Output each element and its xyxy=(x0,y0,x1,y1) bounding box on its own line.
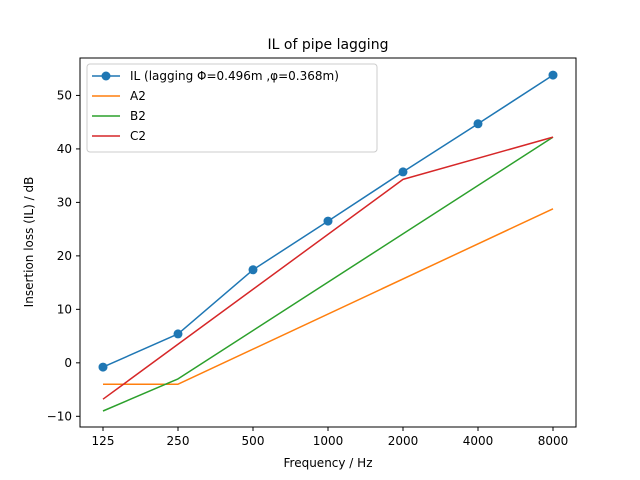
legend-label: A2 xyxy=(130,89,146,103)
legend-marker xyxy=(101,71,111,81)
chart-title: IL of pipe lagging xyxy=(268,37,389,53)
x-tick-label: 8000 xyxy=(538,434,569,448)
data-point xyxy=(98,362,108,372)
data-point xyxy=(323,216,333,226)
legend-box xyxy=(86,63,378,153)
legend-label: C2 xyxy=(130,129,146,143)
x-tick-label: 4000 xyxy=(463,434,494,448)
data-point xyxy=(173,329,183,339)
y-tick-label: 30 xyxy=(57,195,72,209)
x-tick-label: 250 xyxy=(167,434,190,448)
legend: IL (lagging Φ=0.496m ,φ=0.368m) A2 B2 C2 xyxy=(86,63,378,153)
x-tick-label: 1000 xyxy=(313,434,344,448)
y-tick-label: 50 xyxy=(57,88,72,102)
y-tick-label: 40 xyxy=(57,142,72,156)
data-point xyxy=(473,119,483,129)
series-line-4 xyxy=(102,136,554,400)
data-point xyxy=(548,70,558,80)
y-tick-label: 20 xyxy=(57,249,72,263)
series-line-3 xyxy=(102,136,554,412)
x-axis: 125 250 500 1000 2000 4000 8000 xyxy=(92,427,569,448)
y-axis-label: Insertion loss (IL) / dB xyxy=(22,177,36,308)
legend-label: IL (lagging Φ=0.496m ,φ=0.368m) xyxy=(130,69,339,83)
x-tick-label: 500 xyxy=(242,434,265,448)
data-point xyxy=(248,265,258,275)
x-tick-label: 2000 xyxy=(388,434,419,448)
y-tick-label: 10 xyxy=(57,302,72,316)
x-tick-label: 125 xyxy=(92,434,115,448)
y-tick-label: −10 xyxy=(47,409,72,423)
x-axis-label: Frequency / Hz xyxy=(284,456,373,470)
legend-entries: IL (lagging Φ=0.496m ,φ=0.368m) A2 B2 C2 xyxy=(92,69,339,143)
y-axis: −10 0 10 20 30 40 50 xyxy=(47,88,80,423)
data-point xyxy=(398,167,408,177)
plot-markers xyxy=(98,70,558,372)
y-tick-label: 0 xyxy=(64,356,72,370)
legend-label: B2 xyxy=(130,109,146,123)
series-line-2 xyxy=(103,208,554,385)
